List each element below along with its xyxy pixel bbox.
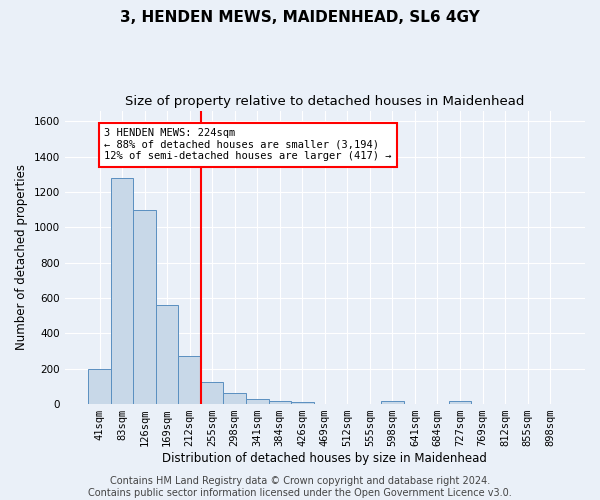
Bar [178,356,201,404]
Bar [111,178,133,404]
Bar [223,394,246,404]
Y-axis label: Number of detached properties: Number of detached properties [15,164,28,350]
Text: 3 HENDEN MEWS: 224sqm
← 88% of detached houses are smaller (3,194)
12% of semi-d: 3 HENDEN MEWS: 224sqm ← 88% of detached … [104,128,392,162]
Text: Contains HM Land Registry data © Crown copyright and database right 2024.
Contai: Contains HM Land Registry data © Crown c… [88,476,512,498]
X-axis label: Distribution of detached houses by size in Maidenhead: Distribution of detached houses by size … [163,452,487,465]
Bar [449,402,471,404]
Title: Size of property relative to detached houses in Maidenhead: Size of property relative to detached ho… [125,95,524,108]
Bar [269,400,291,404]
Bar [156,305,178,404]
Bar [133,210,156,404]
Bar [88,368,111,404]
Bar [381,402,404,404]
Bar [291,402,314,404]
Bar [201,382,223,404]
Bar [246,399,269,404]
Text: 3, HENDEN MEWS, MAIDENHEAD, SL6 4GY: 3, HENDEN MEWS, MAIDENHEAD, SL6 4GY [120,10,480,25]
